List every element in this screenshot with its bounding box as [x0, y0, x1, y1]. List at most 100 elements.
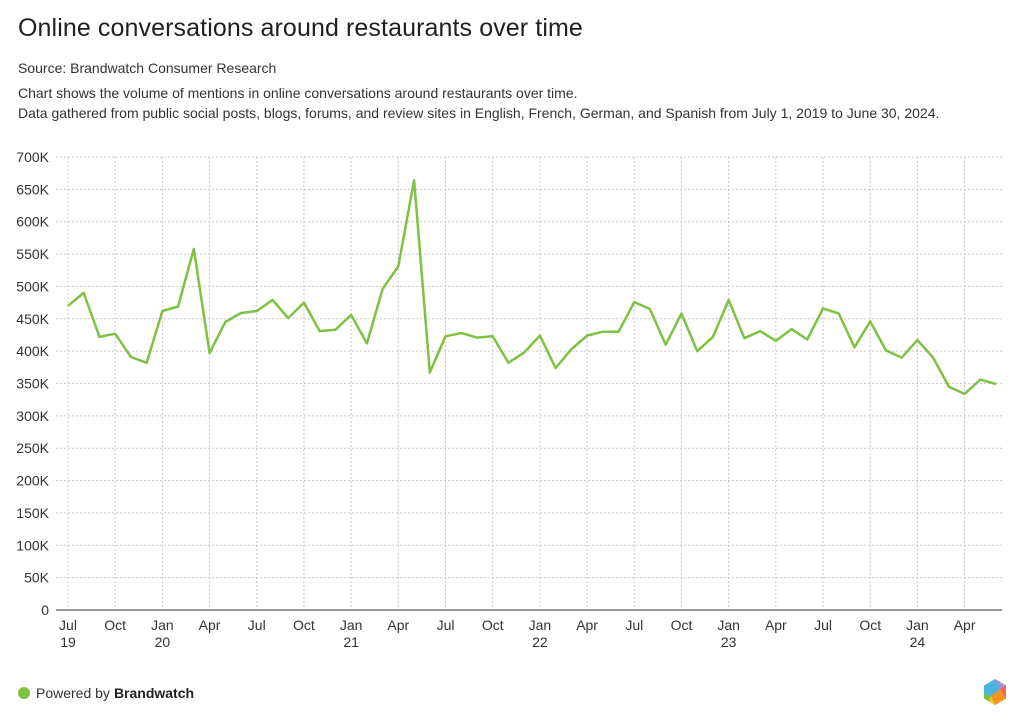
- data-point[interactable]: 2019-11: 391000: [125, 351, 137, 363]
- data-point[interactable]: 2024-03: 345000: [943, 381, 955, 393]
- x-tick-label: Apr: [954, 617, 976, 633]
- data-point[interactable]: 2024-06: 349000: [990, 378, 1002, 390]
- data-point[interactable]: 2022-08: 465000: [644, 303, 656, 315]
- x-tick-label: Jul: [437, 617, 455, 633]
- data-point[interactable]: 2020-04: 397000: [204, 347, 216, 359]
- data-point[interactable]: 2021-06: 367000: [424, 366, 436, 378]
- x-tick-label: Jan: [906, 617, 929, 633]
- data-point[interactable]: 2021-07: 423000: [440, 330, 452, 342]
- data-point[interactable]: 2021-03: 496000: [377, 283, 389, 295]
- y-tick-label: 300K: [16, 408, 49, 424]
- powered-by-footer[interactable]: Powered by Brandwatch: [18, 685, 194, 701]
- data-point[interactable]: 2021-09: 421000: [471, 332, 483, 344]
- data-point[interactable]: 2020-01: 462000: [156, 305, 168, 317]
- x-tick-year-label: 23: [721, 634, 737, 650]
- data-point[interactable]: 2019-12: 382000: [141, 357, 153, 369]
- data-point[interactable]: 2020-07: 462000: [251, 305, 263, 317]
- y-tick-label: 100K: [16, 537, 49, 553]
- data-point[interactable]: 2021-11: 382000: [502, 357, 514, 369]
- data-point[interactable]: 2019-10: 427000: [109, 328, 121, 340]
- data-point[interactable]: 2020-08: 479000: [266, 294, 278, 306]
- data-point[interactable]: 2022-11: 400000: [691, 345, 703, 357]
- data-point[interactable]: 2023-04: 416000: [770, 335, 782, 347]
- description-line-1: Chart shows the volume of mentions in on…: [18, 85, 578, 101]
- x-tick-year-label: 24: [910, 634, 926, 650]
- x-tick-label: Oct: [859, 617, 881, 633]
- data-point[interactable]: 2023-02: 420000: [738, 332, 750, 344]
- data-point[interactable]: 2024-04: 334000: [959, 388, 971, 400]
- data-point[interactable]: 2023-05: 434000: [786, 323, 798, 335]
- y-tick-label: 550K: [16, 246, 49, 262]
- y-tick-label: 600K: [16, 214, 49, 230]
- data-point[interactable]: 2020-09: 451000: [282, 312, 294, 324]
- data-point[interactable]: 2020-02: 469000: [172, 300, 184, 312]
- data-point[interactable]: 2022-07: 476000: [628, 296, 640, 308]
- x-tick-year-label: 22: [532, 634, 548, 650]
- x-tick-label: Apr: [765, 617, 787, 633]
- data-point[interactable]: 2022-02: 374000: [550, 362, 562, 374]
- data-point[interactable]: 2021-02: 412000: [361, 337, 373, 349]
- data-point[interactable]: 2020-05: 445000: [219, 316, 231, 328]
- data-point[interactable]: 2023-12: 390000: [896, 352, 908, 364]
- chart-description: Chart shows the volume of mentions in on…: [18, 83, 939, 123]
- data-point[interactable]: 2020-11: 431000: [314, 325, 326, 337]
- data-point[interactable]: 2020-10: 475000: [298, 297, 310, 309]
- data-point[interactable]: 2023-03: 431000: [754, 325, 766, 337]
- data-point[interactable]: 2020-12: 433000: [329, 324, 341, 336]
- data-point[interactable]: 2023-07: 466000: [817, 302, 829, 314]
- data-point[interactable]: 2022-06: 430000: [613, 326, 625, 338]
- data-point[interactable]: 2022-12: 422000: [707, 331, 719, 343]
- y-gridlines: [56, 156, 1002, 579]
- data-point[interactable]: 2021-08: 428000: [455, 327, 467, 339]
- brand-name: Brandwatch: [113, 685, 195, 701]
- x-tick-label: Oct: [104, 617, 126, 633]
- x-tick-label: Jul: [625, 617, 643, 633]
- data-point[interactable]: 2024-05: 356000: [974, 374, 986, 386]
- data-point[interactable]: 2022-05: 430000: [597, 326, 609, 338]
- data-point[interactable]: 2022-09: 410000: [660, 339, 672, 351]
- y-tick-label: 200K: [16, 473, 49, 489]
- x-tick-label: Jul: [59, 617, 77, 633]
- data-point[interactable]: 2023-11: 401000: [880, 344, 892, 356]
- x-tick-label: Jan: [340, 617, 363, 633]
- series-line-mentions: [67, 179, 997, 396]
- y-tick-label: 650K: [16, 181, 49, 197]
- x-tick-label: Jul: [814, 617, 832, 633]
- data-point[interactable]: 2022-03: 403000: [565, 343, 577, 355]
- data-point[interactable]: 2024-02: 390000: [927, 352, 939, 364]
- powered-by-label: Powered by: [36, 685, 110, 701]
- data-point[interactable]: 2023-06: 418000: [801, 333, 813, 345]
- data-point[interactable]: 2022-04: 424000: [581, 330, 593, 342]
- x-tick-label: Apr: [576, 617, 598, 633]
- data-point[interactable]: 2021-12: 398000: [518, 346, 530, 358]
- data-point[interactable]: 2020-03: 558000: [188, 243, 200, 255]
- brandwatch-hexagon-logo-icon[interactable]: [983, 679, 1007, 705]
- data-point[interactable]: 2023-08: 458000: [833, 308, 845, 320]
- data-point[interactable]: 2024-01: 417000: [911, 334, 923, 346]
- x-tick-label: Apr: [199, 617, 221, 633]
- data-point[interactable]: 2019-07: 470000: [62, 300, 74, 312]
- x-gridlines: [67, 157, 966, 610]
- data-point[interactable]: 2021-05: 664000: [408, 174, 420, 186]
- description-line-2: Data gathered from public social posts, …: [18, 105, 940, 121]
- y-tick-label: 350K: [16, 376, 49, 392]
- y-tick-label: 250K: [16, 440, 49, 456]
- y-tick-label: 400K: [16, 343, 49, 359]
- data-point[interactable]: 2021-04: 531000: [392, 260, 404, 272]
- x-tick-year-label: 20: [155, 634, 171, 650]
- x-tick-label: Apr: [387, 617, 409, 633]
- data-point[interactable]: 2021-01: 456000: [345, 309, 357, 321]
- data-point[interactable]: 2023-09: 406000: [849, 341, 861, 353]
- data-point[interactable]: 2023-10: 446000: [864, 315, 876, 327]
- data-point[interactable]: 2022-10: 458000: [675, 308, 687, 320]
- data-point[interactable]: 2021-10: 423000: [487, 330, 499, 342]
- data-point[interactable]: 2019-08: 490000: [78, 287, 90, 299]
- data-point[interactable]: 2023-01: 479000: [723, 294, 735, 306]
- y-tick-label: 450K: [16, 311, 49, 327]
- data-point[interactable]: 2020-06: 459000: [235, 307, 247, 319]
- data-point[interactable]: 2022-01: 424000: [534, 330, 546, 342]
- data-point[interactable]: 2019-09: 422000: [93, 331, 105, 343]
- y-tick-label: 50K: [24, 570, 50, 586]
- chart-source: Source: Brandwatch Consumer Research: [18, 60, 277, 76]
